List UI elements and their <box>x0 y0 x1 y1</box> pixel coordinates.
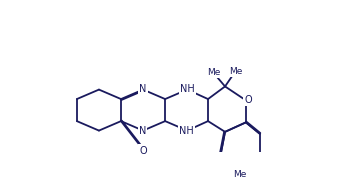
Text: Me: Me <box>207 68 220 77</box>
Text: N: N <box>139 84 147 94</box>
Text: Me: Me <box>229 67 242 76</box>
Text: O: O <box>139 145 147 156</box>
Text: N: N <box>139 126 146 136</box>
Text: O: O <box>245 95 252 105</box>
Text: NH: NH <box>180 84 195 94</box>
Text: NH: NH <box>179 126 193 136</box>
Text: Me: Me <box>233 171 246 178</box>
